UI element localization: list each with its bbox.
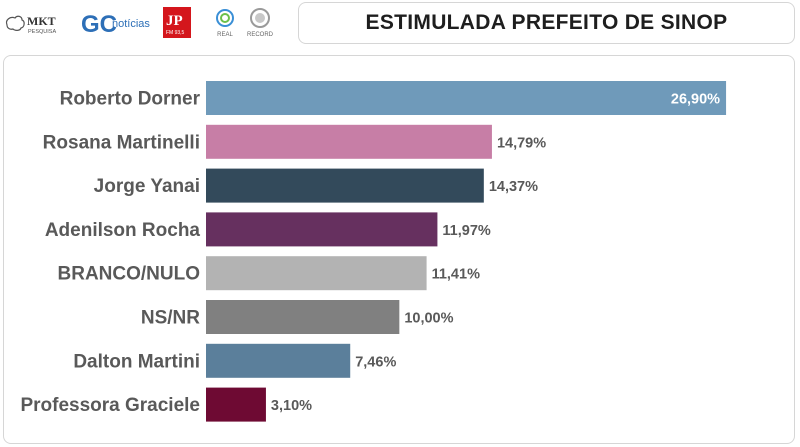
category-label: Roberto Dorner <box>60 89 201 110</box>
bar <box>206 81 727 115</box>
gc-logo-mark: GC <box>81 11 117 38</box>
category-label: NS/NR <box>141 308 200 329</box>
jp-logo-mark: JP <box>166 13 183 29</box>
jp-logo-subtext: FM 93,5 <box>166 30 185 36</box>
bar <box>206 168 484 203</box>
mkt-logo-text: MKT <box>27 14 56 28</box>
chart-panel: Roberto Dorner 26,90% Rosana Martinelli 14,… <box>3 55 795 444</box>
category-label: Professora Graciele <box>20 395 200 416</box>
gc-noticias-logo: GC notícias <box>81 11 150 38</box>
real-logo-text: REAL <box>217 32 233 38</box>
value-label: 14,79% <box>497 135 546 151</box>
bar-chart: Roberto Dorner 26,90% Rosana Martinelli 14,… <box>20 81 727 422</box>
category-label: Dalton Martini <box>73 351 200 372</box>
bar <box>206 387 266 422</box>
gc-logo-word: notícias <box>112 18 150 30</box>
mkt-logo-subtext: PESQUISA <box>28 29 56 35</box>
bar <box>206 300 400 334</box>
category-label: Jorge Yanai <box>94 176 200 197</box>
jp-news-logo: JP FM 93,5 <box>163 7 191 38</box>
value-label: 26,90% <box>671 92 720 108</box>
sponsor-logos: MKT PESQUISA GC notícias JP FM 93,5 REAL… <box>0 0 290 44</box>
brain-icon <box>5 15 25 31</box>
bar <box>206 212 438 247</box>
value-label: 11,41% <box>432 267 480 283</box>
value-label: 3,10% <box>271 398 312 414</box>
category-label: Rosana Martinelli <box>43 132 200 153</box>
record-logo: RECORD <box>247 8 274 38</box>
record-logo-text: RECORD <box>247 32 274 38</box>
value-label: 14,37% <box>489 179 538 195</box>
category-label: BRANCO/NULO <box>58 264 201 285</box>
chart-title: ESTIMULADA PREFEITO DE SINOP <box>365 11 728 34</box>
title-box: ESTIMULADA PREFEITO DE SINOP <box>298 2 795 44</box>
real-logo: REAL <box>216 9 234 38</box>
value-label: 11,97% <box>442 223 490 239</box>
mkt-pesquisa-logo: MKT PESQUISA <box>5 14 56 35</box>
bar <box>206 343 351 378</box>
bar <box>206 256 427 291</box>
value-label: 7,46% <box>355 354 396 370</box>
value-label: 10,00% <box>404 311 453 327</box>
bar <box>206 124 492 159</box>
category-label: Adenilson Rocha <box>45 220 201 241</box>
